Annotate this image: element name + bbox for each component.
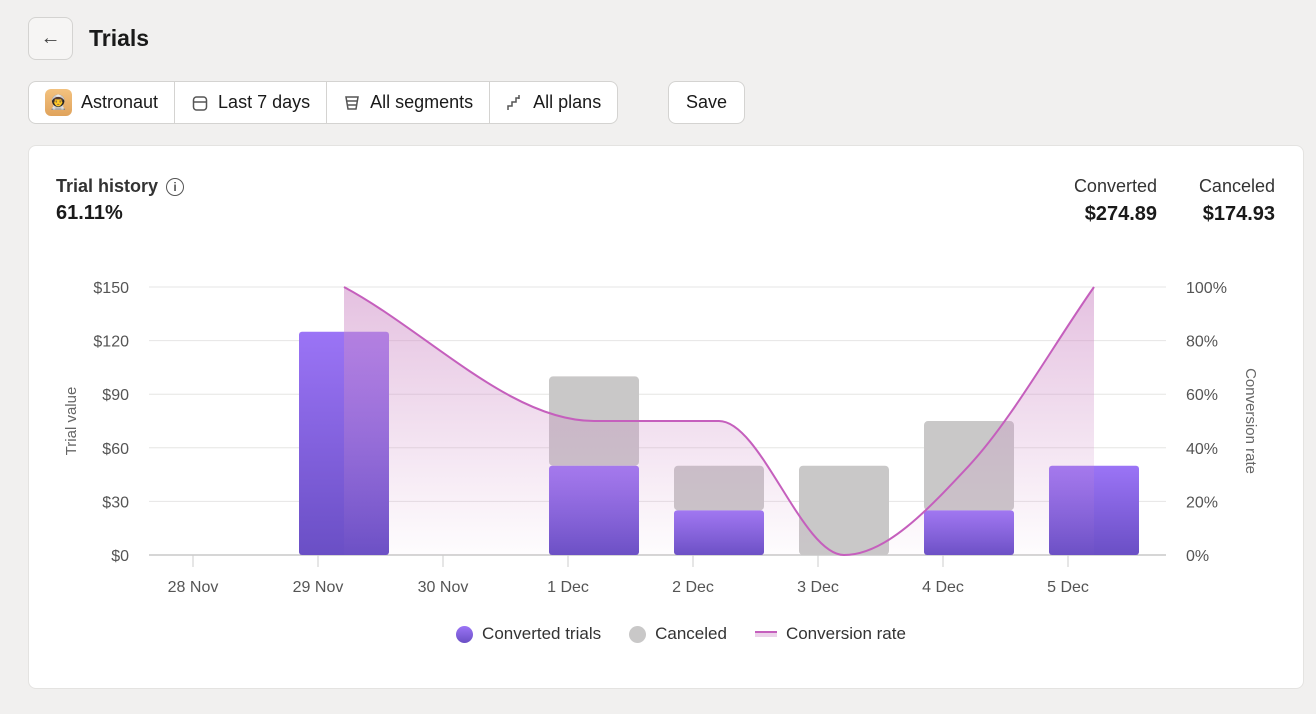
plans-filter[interactable]: All plans [490, 82, 617, 123]
y2-tick-label: 100% [1186, 280, 1227, 297]
y-tick-label: $60 [102, 441, 129, 458]
trial-history-chart: Trial value Conversion rate $0 0% $30 20% $6… [63, 280, 1259, 596]
y2-tick-label: 0% [1186, 548, 1209, 565]
filter-label: All plans [533, 92, 602, 112]
x-tick-label: 30 Nov [418, 579, 469, 596]
x-tick-label: 28 Nov [168, 579, 219, 596]
y-tick-label: $0 [111, 548, 129, 565]
y-tick-label: $150 [93, 280, 129, 297]
x-tick-label: 2 Dec [672, 579, 714, 596]
filter-label: All segments [370, 92, 474, 112]
legend-label: Converted trials [482, 624, 602, 643]
x-tick-label: 4 Dec [922, 579, 964, 596]
converted-dot-icon [456, 625, 474, 643]
converted-value: $274.89 [1084, 203, 1157, 225]
save-button[interactable]: Save [668, 81, 745, 124]
chart-legend: Converted trials Canceled Conversion rat… [29, 624, 1303, 644]
y-axis-title: Trial value [63, 387, 80, 456]
stairs-icon [507, 94, 520, 110]
converted-stat: Converted $274.89 [1074, 176, 1157, 226]
filter-label: Last 7 days [218, 92, 311, 112]
legend-label: Conversion rate [785, 624, 906, 643]
y2-tick-label: 40% [1186, 441, 1218, 458]
project-filter[interactable]: 👨‍🚀 Astronaut [29, 82, 176, 123]
legend-converted[interactable]: Converted trials [456, 624, 601, 644]
legend-rate[interactable]: Conversion rate [754, 624, 906, 644]
y-tick-label: $120 [93, 334, 129, 351]
trial-history-card: Trial history i 61.11% Converted $274.89 C… [28, 145, 1304, 689]
calendar-icon [192, 95, 208, 111]
y2-tick-label: 20% [1186, 494, 1218, 511]
filter-bar: 👨‍🚀 Astronaut Last 7 days All segments Al… [28, 81, 619, 124]
canceled-stat: Canceled $174.93 [1199, 176, 1275, 226]
filter-label: Astronaut [81, 92, 159, 112]
y2-axis-title: Conversion rate [1242, 368, 1259, 474]
funnel-icon [345, 95, 359, 110]
segments-filter[interactable]: All segments [327, 82, 491, 123]
x-tick-label: 5 Dec [1047, 579, 1089, 596]
canceled-dot-icon [629, 625, 647, 643]
back-button[interactable]: ← [28, 17, 73, 60]
x-tick-label: 1 Dec [547, 579, 589, 596]
page-title: Trials [89, 25, 150, 51]
line-swatch-icon [754, 631, 777, 637]
legend-canceled[interactable]: Canceled [629, 624, 727, 644]
x-tick-label: 3 Dec [797, 579, 839, 596]
arrow-left-icon: ← [40, 27, 61, 49]
converted-label: Converted [1073, 176, 1157, 196]
legend-label: Canceled [655, 624, 727, 643]
astronaut-avatar: 👨‍🚀 [45, 89, 72, 116]
card-title-row: Trial history i [56, 176, 185, 197]
y2-tick-label: 80% [1186, 334, 1218, 351]
y2-tick-label: 60% [1186, 387, 1218, 404]
date-range-filter[interactable]: Last 7 days [175, 82, 328, 123]
conversion-rate-line [343, 286, 1095, 557]
x-tick-label: 29 Nov [293, 579, 344, 596]
card-title: Trial history [56, 176, 159, 196]
canceled-label: Canceled [1198, 176, 1275, 196]
canceled-bar [799, 465, 889, 555]
y-tick-label: $90 [102, 387, 129, 404]
info-icon[interactable]: i [166, 177, 185, 196]
canceled-value: $174.93 [1202, 203, 1275, 225]
conversion-value: 61.11% [56, 202, 123, 224]
y-tick-label: $30 [102, 494, 129, 511]
